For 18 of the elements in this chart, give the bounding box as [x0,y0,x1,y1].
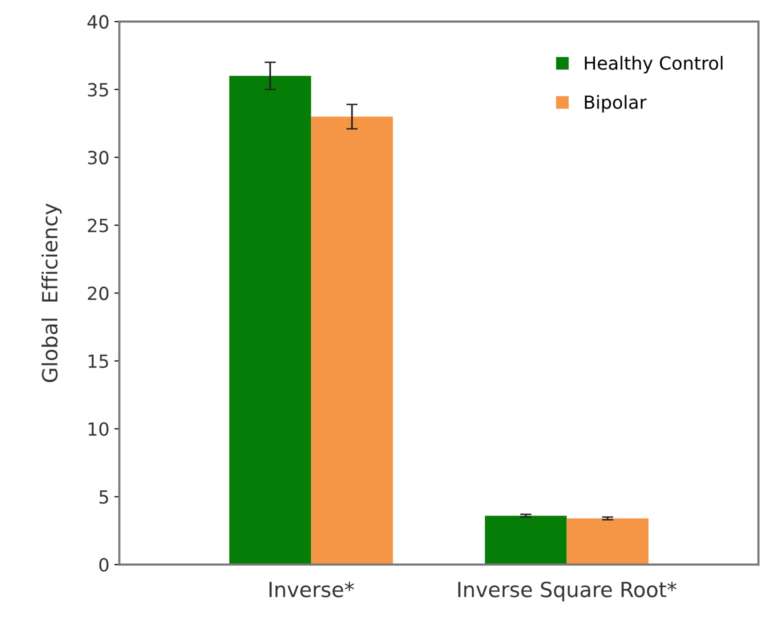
bar [484,516,567,565]
bar [566,518,649,565]
bar [229,76,312,565]
y-tick-label: 30 [88,150,108,164]
x-tick-label: Inverse* [270,582,354,598]
bar [311,116,393,565]
y-tick-label: 20 [88,286,108,300]
y-tick-label: 15 [88,354,108,368]
legend-label: Healthy Control [584,56,722,74]
legend-label: Bipolar [584,95,647,113]
y-tick-label: 0 [99,558,108,572]
y-tick-label: 40 [88,15,108,29]
y-axis-title: Global Efficiency [41,204,62,382]
y-tick-label: 5 [100,490,108,504]
y-tick-label: 25 [88,218,108,232]
x-tick-label: Inverse Square Root* [458,582,677,602]
y-tick-label: 35 [88,82,108,97]
y-tick-label: 10 [88,422,108,436]
